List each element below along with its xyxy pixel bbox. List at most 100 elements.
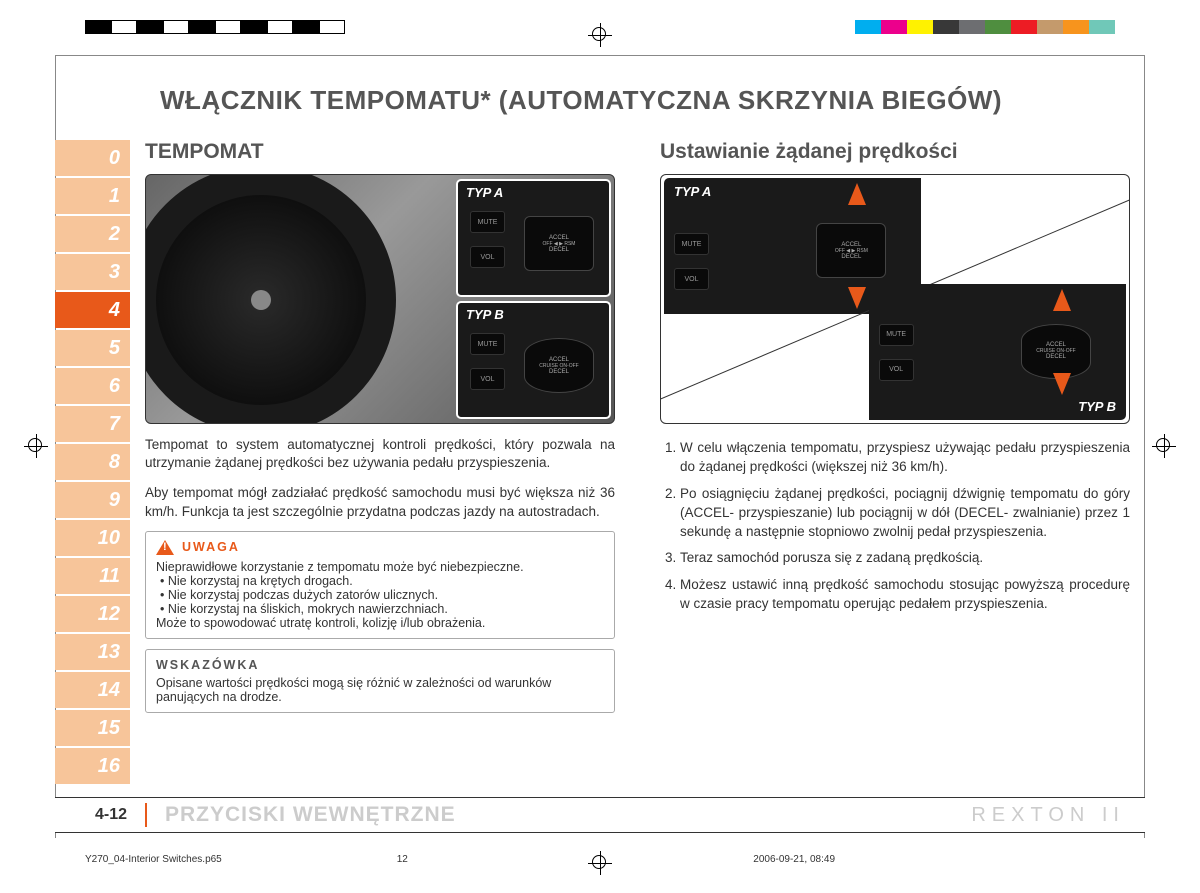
color-swatch: [267, 20, 293, 34]
color-swatch: [111, 20, 137, 34]
color-swatch: [959, 20, 985, 34]
color-swatch: [137, 20, 163, 34]
side-tab-7: 7: [55, 406, 130, 442]
half-typ-b: TYP B MUTE VOL ACCEL CRUISE ON-OFF DECEL: [869, 284, 1126, 420]
tip-header: WSKAZÓWKA: [156, 658, 604, 672]
ctrl-a-right: ACCEL OFF ◀ ▶ RSM DECEL: [816, 223, 886, 278]
registration-mark-top: [588, 23, 612, 47]
warning-item: Nie korzystaj podczas dużych zatorów uli…: [160, 588, 604, 602]
color-swatch: [163, 20, 189, 34]
side-tab-14: 14: [55, 672, 130, 708]
typ-a-label-right: TYP A: [674, 184, 711, 199]
detail-panel-typ-a: TYP A MUTE VOL ACCEL OFF ◀ ▶ RSM DECEL: [456, 179, 611, 297]
right-column: Ustawianie żądanej prędkości TYP A MUTE …: [660, 140, 1130, 713]
brand-logo: REXTON II: [971, 804, 1145, 827]
mute-r2: MUTE: [879, 324, 914, 346]
footer-title: PRZYCISKI WEWNĘTRZNE: [145, 803, 971, 827]
step-item: W celu włączenia tempomatu, przyspiesz u…: [680, 439, 1130, 477]
colorbar-right: [855, 20, 1115, 34]
color-swatch: [855, 20, 881, 34]
print-file: Y270_04-Interior Switches.p65: [85, 854, 222, 865]
side-tab-6: 6: [55, 368, 130, 404]
side-tab-4: 4: [55, 292, 130, 328]
color-swatch: [189, 20, 215, 34]
warning-label: UWAGA: [182, 540, 240, 554]
color-swatch: [881, 20, 907, 34]
arrow-down-icon-b: [1053, 373, 1071, 395]
warning-outro: Może to spowodować utratę kontroli, koli…: [156, 616, 604, 630]
side-tab-11: 11: [55, 558, 130, 594]
typ-b-label: TYP B: [466, 307, 504, 322]
warning-intro: Nieprawidłowe korzystanie z tempomatu mo…: [156, 560, 604, 574]
side-tab-10: 10: [55, 520, 130, 556]
side-tab-0: 0: [55, 140, 130, 176]
warning-triangle-icon: [156, 540, 174, 555]
arrow-up-icon-b: [1053, 289, 1071, 311]
side-tab-13: 13: [55, 634, 130, 670]
color-swatch: [907, 20, 933, 34]
side-tab-5: 5: [55, 330, 130, 366]
step-item: Po osiągnięciu żądanej prędkości, pociąg…: [680, 485, 1130, 542]
arrow-up-icon: [848, 183, 866, 205]
warning-item: Nie korzystaj na krętych drogach.: [160, 574, 604, 588]
color-swatch: [1037, 20, 1063, 34]
color-swatch: [1089, 20, 1115, 34]
side-tabs: 012345678910111213141516: [55, 140, 130, 786]
tip-text: Opisane wartości prędkości mogą się różn…: [156, 676, 604, 704]
step-item: Teraz samochód porusza się z zadaną pręd…: [680, 549, 1130, 568]
color-swatch: [293, 20, 319, 34]
print-footer: Y270_04-Interior Switches.p65 12 2006-09…: [85, 854, 1115, 865]
side-tab-2: 2: [55, 216, 130, 252]
steering-wheel-graphic: [145, 174, 396, 424]
side-tab-8: 8: [55, 444, 130, 480]
section-title-ustawianie: Ustawianie żądanej prędkości: [660, 140, 1130, 164]
color-swatch: [241, 20, 267, 34]
color-swatch: [319, 20, 345, 34]
warning-box: UWAGA Nieprawidłowe korzystanie z tempom…: [145, 531, 615, 639]
left-column: TEMPOMAT TYP A MUTE VOL ACCEL OFF ◀ ▶ RS…: [145, 140, 615, 713]
color-swatch: [1011, 20, 1037, 34]
detail-panel-typ-b: TYP B MUTE VOL ACCEL CRUISE ON-OFF DECEL: [456, 301, 611, 419]
vol-r: VOL: [674, 268, 709, 290]
registration-mark-right: [1152, 434, 1176, 458]
para-2: Aby tempomat mógł zadziałać prędkość sam…: [145, 484, 615, 520]
vol-button-label: VOL: [470, 246, 505, 268]
color-swatch: [985, 20, 1011, 34]
warning-list: Nie korzystaj na krętych drogach.Nie kor…: [156, 574, 604, 616]
color-swatch: [215, 20, 241, 34]
typ-b-label-right: TYP B: [1078, 399, 1116, 414]
side-tab-1: 1: [55, 178, 130, 214]
photo-setting-speed: TYP A MUTE VOL ACCEL OFF ◀ ▶ RSM DECEL T…: [660, 174, 1130, 424]
ctrl-b-right: ACCEL CRUISE ON-OFF DECEL: [1021, 324, 1091, 379]
typ-a-label: TYP A: [466, 185, 503, 200]
side-tab-16: 16: [55, 748, 130, 784]
side-tab-15: 15: [55, 710, 130, 746]
print-page: 12: [397, 854, 408, 865]
side-tab-3: 3: [55, 254, 130, 290]
mute-button-label: MUTE: [470, 211, 505, 233]
section-title-tempomat: TEMPOMAT: [145, 140, 615, 164]
tip-box: WSKAZÓWKA Opisane wartości prędkości mog…: [145, 649, 615, 713]
cruise-control-b: ACCEL CRUISE ON-OFF DECEL: [524, 338, 594, 393]
vol-r2: VOL: [879, 359, 914, 381]
page-title: WŁĄCZNIK TEMPOMATU* (AUTOMATYCZNA SKRZYN…: [160, 85, 1002, 116]
steps-list: W celu włączenia tempomatu, przyspiesz u…: [660, 439, 1130, 614]
vol-button-label-b: VOL: [470, 368, 505, 390]
arrow-down-icon: [848, 287, 866, 309]
cruise-control-a: ACCEL OFF ◀ ▶ RSM DECEL: [524, 216, 594, 271]
page-footer: 4-12 PRZYCISKI WEWNĘTRZNE REXTON II: [55, 797, 1145, 833]
color-swatch: [85, 20, 111, 34]
color-swatch: [1063, 20, 1089, 34]
page-number: 4-12: [55, 806, 145, 824]
warning-header: UWAGA: [156, 540, 604, 555]
para-1: Tempomat to system automatycznej kontrol…: [145, 436, 615, 472]
colorbar-left: [85, 20, 345, 34]
mute-r: MUTE: [674, 233, 709, 255]
photo-steering-wheel: TYP A MUTE VOL ACCEL OFF ◀ ▶ RSM DECEL T…: [145, 174, 615, 424]
registration-mark-left: [24, 434, 48, 458]
mute-button-label-b: MUTE: [470, 333, 505, 355]
print-date: 2006-09-21, 08:49: [753, 854, 835, 865]
color-swatch: [933, 20, 959, 34]
side-tab-9: 9: [55, 482, 130, 518]
step-item: Możesz ustawić inną prędkość samochodu s…: [680, 576, 1130, 614]
